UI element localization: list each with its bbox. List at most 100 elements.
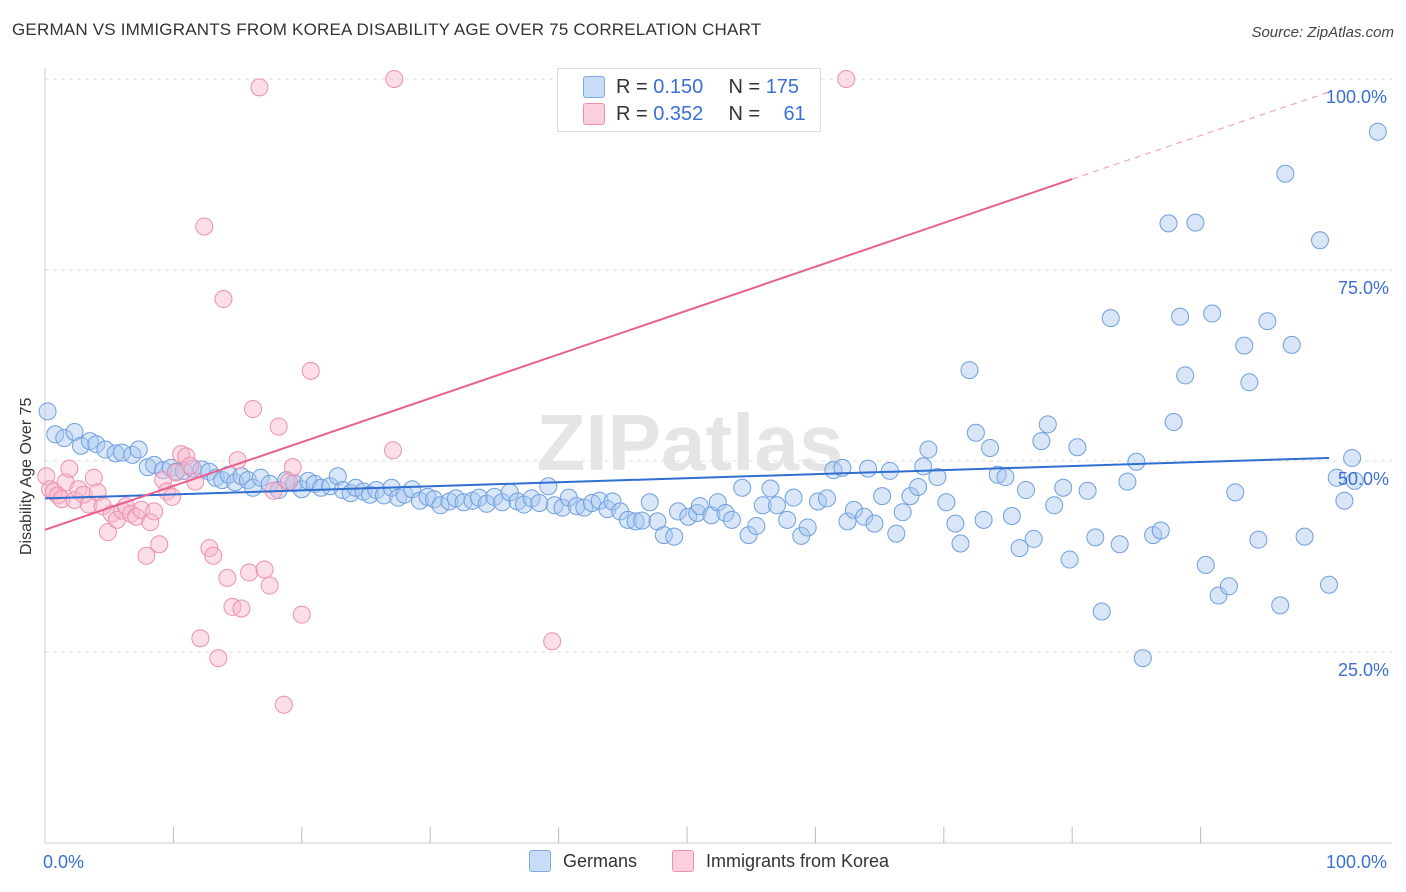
point-korea [837, 70, 856, 88]
point-korea [145, 502, 164, 521]
point-germans [1249, 530, 1268, 549]
point-germans [753, 496, 772, 515]
point-germans [87, 435, 106, 454]
point-germans [784, 488, 803, 507]
point-germans [1110, 535, 1129, 554]
point-germans [996, 468, 1015, 487]
point-germans [1078, 481, 1097, 500]
point-germans [951, 534, 970, 553]
point-germans [1282, 335, 1301, 354]
point-germans [46, 425, 65, 444]
point-korea [65, 490, 84, 509]
point-germans [669, 502, 688, 521]
point-korea [255, 560, 274, 579]
point-germans [1368, 122, 1387, 141]
r-value: 0.150 [653, 75, 704, 98]
point-korea [132, 500, 151, 519]
point-germans [833, 458, 852, 477]
points [37, 70, 1387, 714]
r-label: R = [616, 75, 654, 98]
point-germans [817, 489, 836, 508]
point-korea [177, 447, 196, 466]
y-axis-label: Disability Age Over 75 [18, 397, 35, 555]
point-germans [838, 512, 857, 531]
n-label: N = [728, 75, 766, 98]
point-germans [55, 429, 74, 448]
point-germans [603, 492, 622, 511]
point-germans [1092, 602, 1111, 621]
point-germans [633, 511, 652, 530]
point-korea [74, 485, 93, 504]
point-germans [1016, 481, 1035, 500]
point-germans [1164, 413, 1183, 432]
point-germans [859, 459, 878, 478]
point-germans [761, 479, 780, 498]
point-germans [477, 494, 496, 513]
point-korea [204, 546, 223, 565]
point-korea [181, 456, 200, 475]
point-germans [1311, 231, 1330, 250]
point-germans [716, 503, 735, 522]
point-germans [914, 457, 933, 476]
point-germans [1186, 213, 1205, 232]
point-germans [1060, 550, 1079, 569]
point-korea [260, 576, 279, 595]
x-max-label: 100.0% [1326, 852, 1388, 872]
legend-swatch-germans [529, 850, 551, 872]
point-germans [1271, 596, 1290, 615]
point-korea [244, 400, 263, 419]
n-value: 175 [765, 75, 800, 98]
point-germans [251, 468, 270, 487]
point-germans [553, 498, 572, 517]
source-label: Source: ZipAtlas.com [1251, 24, 1394, 41]
legend-item-germans: Germans [529, 850, 637, 872]
point-korea [191, 629, 210, 648]
point-germans [1320, 575, 1338, 594]
point-germans [1032, 432, 1051, 451]
legend-swatch-korea [672, 850, 694, 872]
x-min-label: 0.0% [43, 852, 85, 872]
point-germans [733, 478, 752, 497]
point-korea [84, 468, 103, 487]
point-germans [1235, 336, 1254, 355]
point-germans [688, 503, 707, 522]
y-tick-100: 100.0% [1326, 87, 1388, 107]
point-germans [493, 493, 512, 512]
n-value: 61 [783, 102, 806, 125]
point-germans [679, 507, 698, 526]
point-germans [887, 524, 906, 543]
point-germans [928, 468, 947, 487]
point-germans [1345, 471, 1364, 490]
r-value: 0.352 [653, 102, 704, 125]
point-germans [937, 493, 956, 512]
point-germans [1240, 373, 1259, 392]
point-germans [1203, 304, 1222, 323]
point-germans [1068, 438, 1087, 457]
point-germans [1295, 527, 1314, 546]
chart-title: GERMAN VS IMMIGRANTS FROM KOREA DISABILI… [12, 20, 762, 39]
point-korea [141, 513, 160, 532]
point-germans [640, 493, 659, 512]
point-korea [209, 649, 228, 668]
point-germans [1151, 521, 1170, 540]
trend-germans [44, 456, 1330, 500]
point-korea [79, 495, 98, 514]
point-germans [1159, 214, 1178, 233]
point-germans [1002, 507, 1021, 526]
point-korea [385, 70, 404, 88]
y-tick-50: 50.0% [1338, 469, 1390, 489]
point-germans [626, 512, 645, 531]
point-korea [52, 490, 71, 509]
point-germans [1045, 496, 1064, 515]
point-germans [530, 494, 549, 513]
point-korea [60, 459, 79, 478]
point-germans [1335, 491, 1354, 510]
point-germans [708, 493, 727, 512]
point-germans [909, 477, 928, 496]
watermark: ZIPatlas [537, 398, 844, 487]
gridlines [45, 78, 1392, 653]
point-germans [1343, 448, 1362, 467]
n-label: N = [728, 102, 766, 125]
series-legend: Germans Immigrants from Korea [0, 850, 1406, 878]
